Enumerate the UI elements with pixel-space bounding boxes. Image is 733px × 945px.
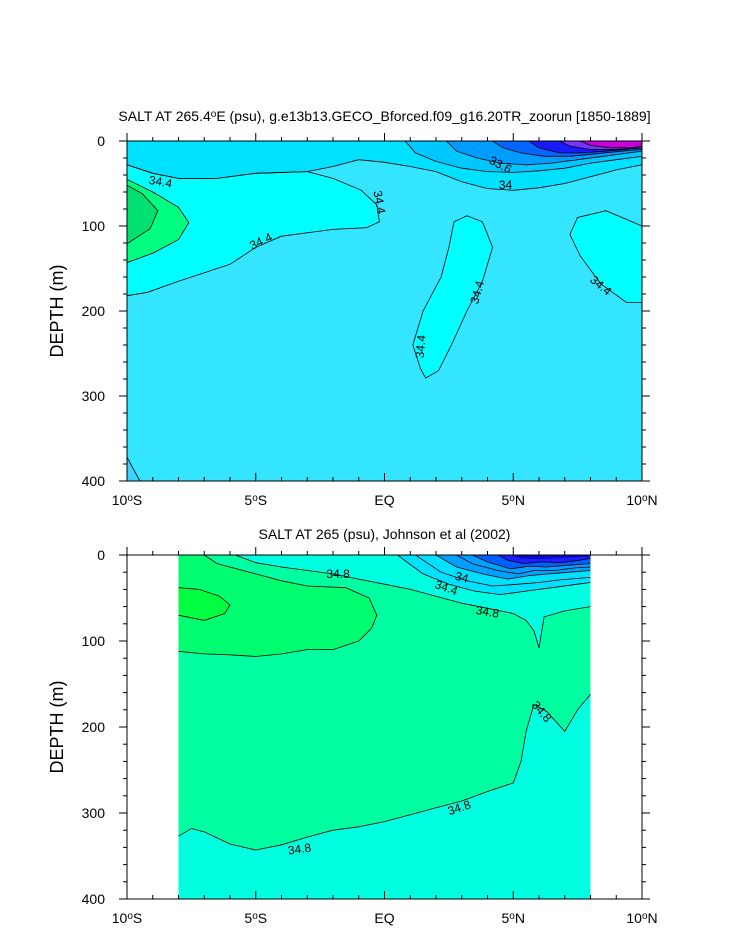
y-tick-label: 100 bbox=[82, 633, 106, 649]
contour-fill bbox=[510, 555, 591, 560]
chart-title: SALT AT 265.4oE (psu), g.e13b13.GECO_Bfo… bbox=[118, 108, 650, 124]
contour-label: 34.4 bbox=[370, 189, 388, 215]
contour-line bbox=[127, 159, 642, 191]
contour-fill bbox=[580, 141, 642, 148]
contour-label: 34 bbox=[454, 569, 471, 586]
contour-line bbox=[528, 141, 642, 154]
contour-line bbox=[415, 555, 591, 587]
contour-line bbox=[127, 184, 159, 245]
contour-label: 34.4 bbox=[413, 334, 429, 359]
contour-line bbox=[456, 555, 591, 575]
contour-fill bbox=[127, 164, 380, 296]
contour-line bbox=[178, 694, 591, 851]
contour-label: 34.4 bbox=[467, 279, 487, 305]
x-tick-label: 5oS bbox=[244, 492, 267, 508]
x-tick-label: 10oS bbox=[112, 492, 142, 508]
contour-fill bbox=[412, 215, 493, 379]
contour-line bbox=[471, 555, 591, 570]
y-axis-label: DEPTH (m) bbox=[47, 265, 67, 358]
contour-fill bbox=[127, 185, 158, 244]
x-tick-label: 5oS bbox=[244, 910, 267, 926]
contour-line bbox=[497, 555, 591, 565]
y-tick-label: 300 bbox=[82, 805, 106, 821]
plot-area: 34.434.434.434.434.4 34.433.634 bbox=[127, 141, 642, 481]
y-tick-label: 0 bbox=[97, 547, 105, 563]
contour-line bbox=[435, 555, 591, 580]
x-tick-label: 5oN bbox=[502, 910, 525, 926]
contour-line bbox=[178, 555, 378, 657]
x-tick-label: 10oN bbox=[626, 492, 657, 508]
contour-label: 34.8 bbox=[326, 567, 350, 581]
contour-label: 34 bbox=[499, 178, 513, 192]
x-tick-label: 5oN bbox=[502, 492, 525, 508]
contour-line bbox=[580, 141, 642, 149]
x-tick-label: EQ bbox=[374, 492, 394, 508]
contour-label: 34.8 bbox=[475, 603, 501, 621]
contour-line bbox=[127, 457, 141, 481]
y-tick-label: 200 bbox=[82, 303, 106, 319]
contour-line bbox=[446, 141, 642, 166]
contour-label: 34.8 bbox=[287, 840, 312, 857]
y-axis-label: DEPTH (m) bbox=[47, 681, 67, 774]
contour-line bbox=[397, 555, 591, 596]
contour-fill bbox=[569, 210, 642, 303]
x-tick-label: EQ bbox=[374, 910, 394, 926]
y-tick-label: 400 bbox=[82, 891, 106, 907]
y-tick-label: 300 bbox=[82, 388, 106, 404]
contour-fill bbox=[178, 587, 230, 621]
x-tick-label: 10oN bbox=[626, 910, 657, 926]
contour-line bbox=[492, 141, 642, 157]
contour-fill bbox=[178, 555, 377, 657]
contour-line bbox=[235, 555, 591, 649]
chart-title: SALT AT 265 (psu), Johnson et al (2002) bbox=[259, 526, 511, 542]
y-tick-label: 100 bbox=[82, 218, 106, 234]
contour-line bbox=[127, 178, 190, 263]
contour-label: 34.4 bbox=[148, 173, 174, 191]
contour-line bbox=[404, 141, 642, 173]
contour-line bbox=[178, 587, 231, 621]
y-tick-label: 0 bbox=[97, 133, 105, 149]
contour-label: 34.8 bbox=[446, 797, 473, 818]
contour-line bbox=[559, 141, 642, 150]
y-tick-label: 200 bbox=[82, 719, 106, 735]
y-tick-label: 400 bbox=[82, 473, 106, 489]
contour-line bbox=[569, 210, 642, 303]
x-tick-label: 10oS bbox=[112, 910, 142, 926]
contour-line bbox=[412, 215, 494, 379]
